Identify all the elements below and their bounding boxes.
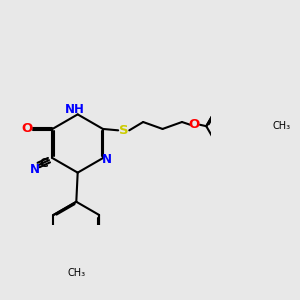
Text: CH₃: CH₃ [272, 121, 290, 131]
Text: C: C [40, 157, 49, 170]
Text: O: O [22, 122, 33, 135]
Text: N: N [29, 163, 39, 176]
Text: NH: NH [65, 103, 85, 116]
Text: O: O [189, 118, 200, 131]
Text: S: S [119, 124, 128, 137]
Text: N: N [101, 153, 111, 166]
Text: CH₃: CH₃ [67, 268, 86, 278]
